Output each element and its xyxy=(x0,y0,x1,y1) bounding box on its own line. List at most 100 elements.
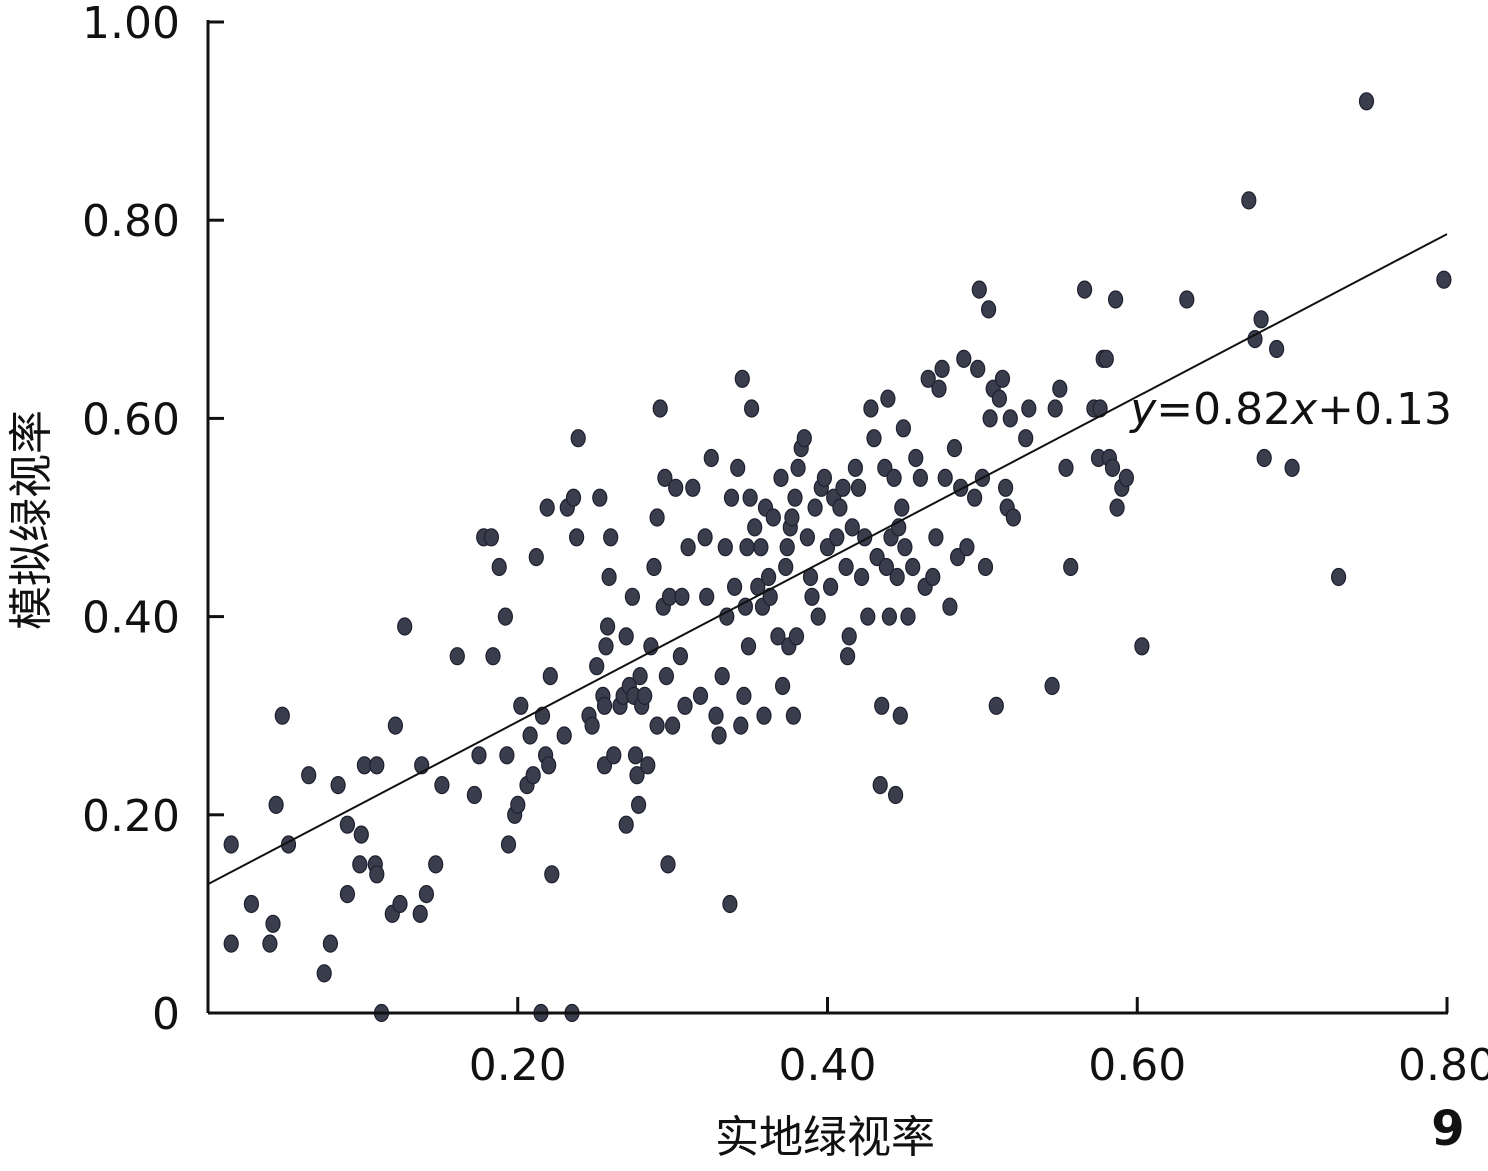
data-point xyxy=(1330,567,1347,587)
data-point xyxy=(708,706,724,725)
data-point xyxy=(568,528,585,547)
data-point xyxy=(339,884,355,904)
y-tick-label: 0.60 xyxy=(82,394,180,445)
data-point xyxy=(931,379,947,398)
labels: 实地绿视率 模拟绿视率 9 y=0.82x+0.13 xyxy=(6,384,1465,1163)
equation-slope: =0.82 xyxy=(1156,384,1291,435)
data-point xyxy=(778,557,794,577)
data-point xyxy=(970,359,986,378)
y-tick-label: 0.20 xyxy=(82,791,180,842)
data-point xyxy=(674,587,690,606)
trendline xyxy=(207,233,1448,886)
equation-intercept: +0.13 xyxy=(1317,384,1452,435)
data-point xyxy=(525,766,541,785)
data-point xyxy=(714,666,730,686)
data-point xyxy=(1018,429,1034,448)
data-point xyxy=(565,488,582,507)
data-point xyxy=(692,686,709,706)
data-point xyxy=(243,894,259,914)
equation-x-var: x xyxy=(1289,384,1318,435)
y-tick-label: 0.80 xyxy=(82,196,180,247)
data-point xyxy=(822,577,839,597)
data-point xyxy=(652,399,668,418)
data-point xyxy=(387,716,403,735)
data-point xyxy=(352,855,368,874)
data-point xyxy=(649,716,665,735)
data-point xyxy=(847,458,864,477)
data-point xyxy=(556,726,572,745)
data-point xyxy=(874,696,890,715)
data-point xyxy=(274,706,290,725)
data-point xyxy=(637,686,653,706)
data-point xyxy=(1063,557,1079,577)
data-point xyxy=(660,855,676,874)
data-point xyxy=(773,468,789,487)
data-point xyxy=(528,547,544,567)
data-point xyxy=(497,607,513,626)
data-point xyxy=(392,894,408,914)
data-points xyxy=(223,92,1452,1023)
data-point xyxy=(471,746,487,765)
data-point xyxy=(994,369,1011,388)
data-point xyxy=(900,607,916,626)
data-point xyxy=(886,468,902,487)
data-point xyxy=(734,369,750,388)
data-point xyxy=(353,825,369,844)
data-point xyxy=(908,448,924,468)
data-point xyxy=(640,756,656,775)
data-point xyxy=(788,627,805,646)
data-point xyxy=(1076,280,1093,299)
data-point xyxy=(618,815,634,834)
data-point xyxy=(606,746,622,765)
data-point xyxy=(428,855,444,874)
data-point xyxy=(624,587,641,606)
data-point xyxy=(592,488,608,507)
data-point xyxy=(1021,399,1037,418)
data-point xyxy=(804,587,820,606)
data-point xyxy=(928,528,944,547)
data-point xyxy=(513,696,529,715)
data-point xyxy=(369,756,385,775)
data-point xyxy=(618,627,634,646)
data-point xyxy=(770,627,786,646)
data-point xyxy=(787,488,803,507)
data-point xyxy=(912,468,929,487)
data-point xyxy=(920,369,936,388)
data-point xyxy=(796,429,812,448)
data-point xyxy=(760,567,777,587)
data-point xyxy=(1107,290,1124,309)
data-point xyxy=(658,666,675,686)
data-point xyxy=(853,567,870,587)
x-tick-label: 0.80 xyxy=(1398,1040,1488,1091)
data-point xyxy=(980,300,997,319)
data-point xyxy=(881,607,898,626)
data-point xyxy=(1005,508,1022,527)
data-point xyxy=(1253,310,1269,329)
data-point xyxy=(301,766,317,785)
data-point xyxy=(627,746,644,765)
data-point xyxy=(810,607,826,626)
data-point xyxy=(733,716,749,735)
data-point xyxy=(946,439,963,458)
x-tick-label: 0.60 xyxy=(1088,1040,1186,1091)
data-point xyxy=(223,835,239,854)
data-point xyxy=(598,637,614,656)
data-point xyxy=(726,577,743,597)
data-point xyxy=(889,567,905,587)
data-point xyxy=(872,775,888,795)
data-point xyxy=(779,538,795,557)
x-tick-label: 0.40 xyxy=(779,1040,877,1091)
data-point xyxy=(1002,409,1018,428)
data-point xyxy=(977,557,994,577)
data-point xyxy=(753,538,769,557)
data-point xyxy=(596,696,613,715)
data-point xyxy=(719,607,735,626)
data-point xyxy=(483,528,499,547)
equation-y-var: y xyxy=(1128,384,1157,435)
data-point xyxy=(657,468,673,487)
data-point xyxy=(703,448,719,468)
data-point xyxy=(1047,399,1063,418)
data-point xyxy=(835,478,851,497)
data-point xyxy=(982,409,998,428)
